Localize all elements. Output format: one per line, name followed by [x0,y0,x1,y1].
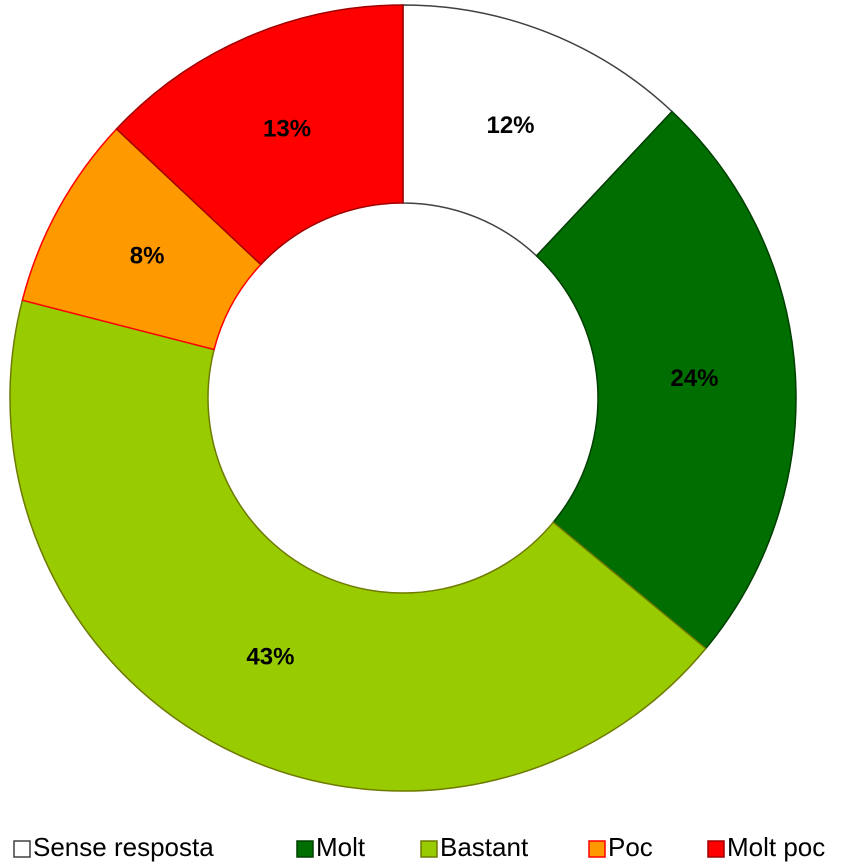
legend-swatch [296,840,314,858]
data-label: 8% [130,243,165,270]
data-label: 12% [486,112,534,139]
legend-label: Sense resposta [33,832,214,862]
data-label: 13% [263,115,311,142]
data-label: 24% [670,365,718,392]
legend-swatch [420,840,438,858]
donut-slice [9,299,707,792]
legend-swatch [588,840,606,858]
legend-label: Poc [608,832,653,862]
legend-label: Molt poc [727,832,825,862]
donut-slice [535,110,797,650]
donut-slice [115,4,404,266]
legend-label: Bastant [440,832,529,862]
data-label: 43% [246,644,294,671]
legend-swatch [13,840,31,858]
legend-swatch [707,840,725,858]
legend-label: Molt [316,832,366,862]
donut-slice [402,4,674,257]
